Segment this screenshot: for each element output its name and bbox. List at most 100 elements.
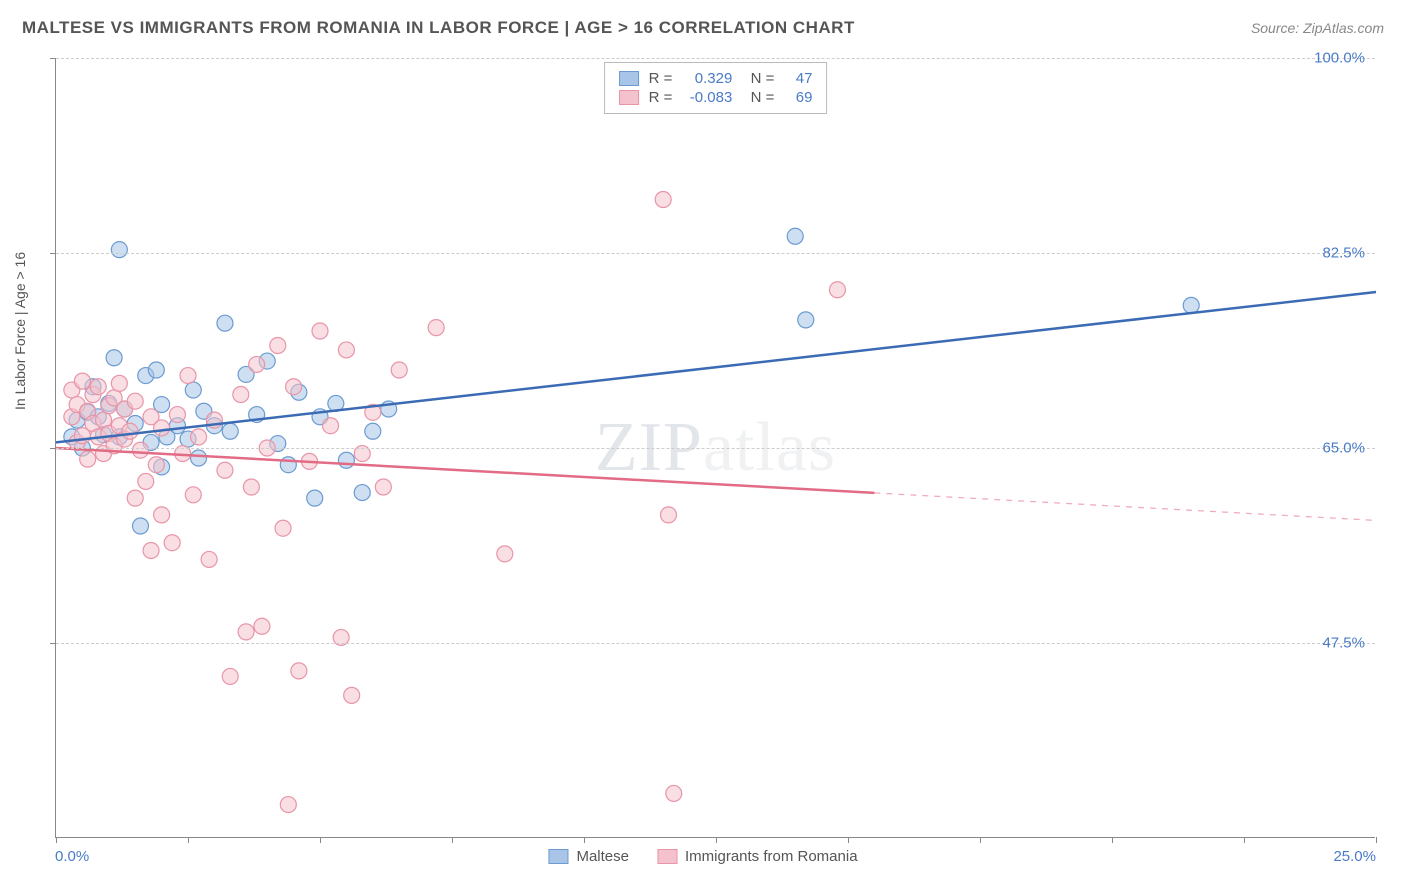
data-point [1183,297,1199,313]
y-tick-label: 65.0% [1322,440,1365,457]
data-point [154,507,170,523]
legend-swatch [619,71,639,86]
stats-row: R = 0.329 N = 47 [619,69,813,88]
data-point [138,473,154,489]
trend-line [56,448,874,493]
data-point [254,618,270,634]
data-point [655,192,671,208]
data-point [111,375,127,391]
x-tick [584,837,585,843]
stat-r-label: R = [649,70,673,87]
stat-n-label: N = [742,70,774,87]
data-point [307,490,323,506]
data-point [238,624,254,640]
data-point [122,423,138,439]
y-tick-label: 47.5% [1322,635,1365,652]
legend-swatch [548,849,568,864]
gridline [56,253,1375,254]
stat-n-value: 47 [784,70,812,87]
x-tick [56,837,57,843]
data-point [148,457,164,473]
data-point [191,450,207,466]
x-tick [980,837,981,843]
data-point [365,423,381,439]
x-tick [452,837,453,843]
x-axis-max-label: 25.0% [1333,848,1376,865]
data-point [354,485,370,501]
data-point [217,462,233,478]
data-point [169,407,185,423]
stat-r-value: -0.083 [682,89,732,106]
data-point [143,543,159,559]
data-point [148,362,164,378]
data-point [391,362,407,378]
trend-line-extrapolated [874,493,1376,521]
data-point [275,520,291,536]
legend-label: Immigrants from Romania [685,848,858,865]
data-point [497,546,513,562]
data-point [185,382,201,398]
correlation-stats-legend: R = 0.329 N = 47 R = -0.083 N = 69 [604,62,828,114]
stat-n-value: 69 [784,89,812,106]
data-point [338,452,354,468]
legend-label: Maltese [576,848,629,865]
stats-row: R = -0.083 N = 69 [619,88,813,107]
data-point [132,442,148,458]
data-point [270,337,286,353]
x-axis-min-label: 0.0% [55,848,89,865]
data-point [201,551,217,567]
data-point [291,663,307,679]
data-point [180,368,196,384]
data-point [312,323,328,339]
y-tick-label: 100.0% [1314,50,1365,67]
legend-item: Immigrants from Romania [657,848,858,865]
chart-title: MALTESE VS IMMIGRANTS FROM ROMANIA IN LA… [22,18,855,38]
data-point [90,379,106,395]
data-point [798,312,814,328]
data-point [132,518,148,534]
x-tick [848,837,849,843]
data-point [111,242,127,258]
data-point [191,429,207,445]
data-point [233,387,249,403]
gridline [56,58,1375,59]
data-point [243,479,259,495]
x-tick [1112,837,1113,843]
legend-swatch [619,90,639,105]
series-legend: Maltese Immigrants from Romania [548,848,857,865]
gridline [56,448,1375,449]
y-tick-label: 82.5% [1322,245,1365,262]
x-tick [1244,837,1245,843]
data-point [344,687,360,703]
data-point [80,451,96,467]
x-tick [320,837,321,843]
x-tick [188,837,189,843]
stat-n-label: N = [742,89,774,106]
gridline [56,643,1375,644]
data-point [249,356,265,372]
y-axis-label: In Labor Force | Age > 16 [12,252,28,410]
data-point [338,342,354,358]
data-point [666,785,682,801]
data-point [428,320,444,336]
x-tick [716,837,717,843]
data-point [106,350,122,366]
data-point [222,668,238,684]
stat-r-label: R = [649,89,673,106]
stat-r-value: 0.329 [682,70,732,87]
legend-swatch [657,849,677,864]
data-point [185,487,201,503]
data-point [154,420,170,436]
data-point [164,535,180,551]
data-point [660,507,676,523]
data-point [323,418,339,434]
source-attribution: Source: ZipAtlas.com [1251,20,1384,36]
chart-plot-area: ZIPatlas R =0.329 N =47R =-0.083 N =69 4… [55,58,1375,838]
data-point [74,373,90,389]
data-point [222,423,238,439]
data-point [127,490,143,506]
data-point [127,393,143,409]
x-tick [1376,837,1377,843]
data-point [280,797,296,813]
data-point [286,379,302,395]
